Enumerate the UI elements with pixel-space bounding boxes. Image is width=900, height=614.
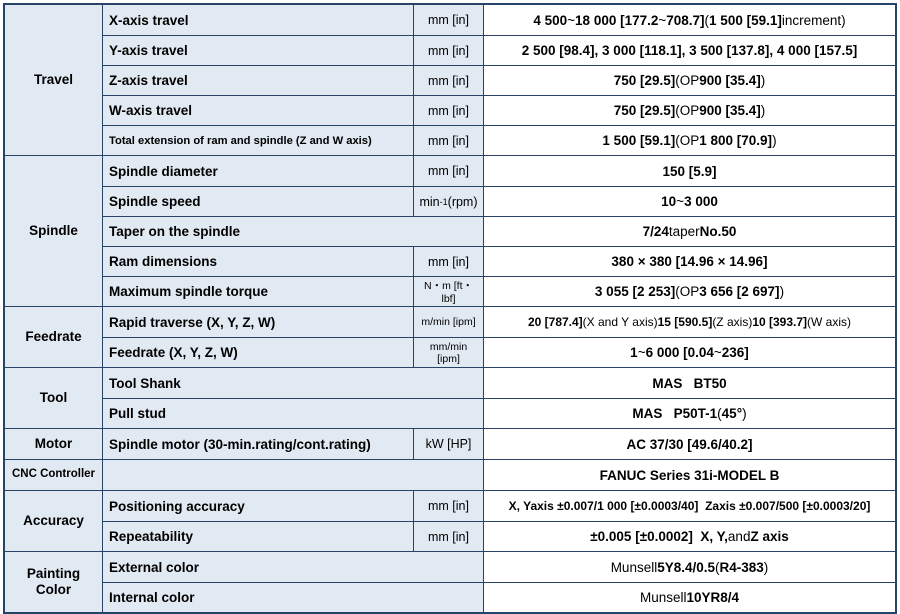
param-label: Ram dimensions — [103, 247, 413, 276]
rows-container: External colorMunsell 5Y8.4/0.5 (R4-383)… — [103, 552, 895, 612]
group-accuracy: AccuracyPositioning accuracymm [in]X, Ya… — [5, 490, 895, 551]
table-row: Spindle speedmin-1 (rpm)10~3 000 — [103, 186, 895, 216]
table-row: Y-axis travelmm [in]2 500 [98.4], 3 000 … — [103, 35, 895, 65]
category-label: CNC Controller — [5, 460, 103, 490]
table-row: Tool ShankMAS BT50 — [103, 368, 895, 398]
value-cell: ±0.005 [±0.0002] X, Y, and Z axis — [483, 522, 895, 551]
value-cell: Munsell 10YR8/4 — [483, 583, 895, 612]
unit-label: mm [in] — [413, 156, 483, 186]
param-label: Maximum spindle torque — [103, 277, 413, 306]
param-label: Repeatability — [103, 522, 413, 551]
group-spindle: SpindleSpindle diametermm [in]150 [5.9]S… — [5, 155, 895, 306]
unit-label: N・m [ft・lbf] — [413, 277, 483, 306]
value-cell: 20 [787.4] (X and Y axis) 15 [590.5] (Z … — [483, 307, 895, 337]
value-cell: 2 500 [98.4], 3 000 [118.1], 3 500 [137.… — [483, 36, 895, 65]
rows-container: Positioning accuracymm [in]X, Yaxis ±0.0… — [103, 491, 895, 551]
param-label: External color — [103, 552, 483, 582]
value-cell: AC 37/30 [49.6/40.2] — [483, 429, 895, 459]
group-cnc-controller: CNC Controller FANUC Series 31i-MODEL B — [5, 459, 895, 490]
rows-container: Spindle diametermm [in]150 [5.9]Spindle … — [103, 156, 895, 306]
category-label: PaintingColor — [5, 552, 103, 612]
param-label: Internal color — [103, 583, 483, 612]
rows-container: X-axis travelmm [in]4 500~18 000 [177.2~… — [103, 5, 895, 155]
table-row: Pull studMAS P50T-1 (45°) — [103, 398, 895, 428]
param-label: Feedrate (X, Y, Z, W) — [103, 338, 413, 367]
param-label: Spindle motor (30-min.rating/cont.rating… — [103, 429, 413, 459]
param-label: Taper on the spindle — [103, 217, 483, 246]
unit-label: min-1 (rpm) — [413, 187, 483, 216]
value-cell: 750 [29.5] (OP 900 [35.4]) — [483, 96, 895, 125]
unit-label: mm [in] — [413, 247, 483, 276]
category-label: Accuracy — [5, 491, 103, 551]
table-row: W-axis travelmm [in]750 [29.5] (OP 900 [… — [103, 95, 895, 125]
category-label: Feedrate — [5, 307, 103, 367]
group-motor: MotorSpindle motor (30-min.rating/cont.r… — [5, 428, 895, 459]
unit-label: kW [HP] — [413, 429, 483, 459]
rows-container: FANUC Series 31i-MODEL B — [103, 460, 895, 490]
rows-container: Tool ShankMAS BT50Pull studMAS P50T-1 (4… — [103, 368, 895, 428]
value-cell: MAS P50T-1 (45°) — [483, 399, 895, 428]
category-label: Travel — [5, 5, 103, 155]
table-row: Ram dimensionsmm [in]380 × 380 [14.96 × … — [103, 246, 895, 276]
value-cell: 1 500 [59.1] (OP 1 800 [70.9]) — [483, 126, 895, 155]
unit-label: mm [in] — [413, 96, 483, 125]
table-row: Positioning accuracymm [in]X, Yaxis ±0.0… — [103, 491, 895, 521]
category-label: Motor — [5, 429, 103, 459]
param-label: W-axis travel — [103, 96, 413, 125]
param-label: Spindle diameter — [103, 156, 413, 186]
group-tool: ToolTool ShankMAS BT50Pull studMAS P50T-… — [5, 367, 895, 428]
table-row: Z-axis travelmm [in]750 [29.5] (OP 900 [… — [103, 65, 895, 95]
table-row: Maximum spindle torqueN・m [ft・lbf]3 055 … — [103, 276, 895, 306]
param-label: X-axis travel — [103, 5, 413, 35]
param-label: Tool Shank — [103, 368, 483, 398]
value-cell: 7/24 taper No.50 — [483, 217, 895, 246]
unit-label: mm/min [ipm] — [413, 338, 483, 367]
value-cell: 10~3 000 — [483, 187, 895, 216]
value-cell: 3 055 [2 253] (OP 3 656 [2 697]) — [483, 277, 895, 306]
table-row: Rapid traverse (X, Y, Z, W)m/min [ipm]20… — [103, 307, 895, 337]
value-cell: 750 [29.5] (OP 900 [35.4]) — [483, 66, 895, 95]
param-label: Positioning accuracy — [103, 491, 413, 521]
category-label: Tool — [5, 368, 103, 428]
value-cell: 380 × 380 [14.96 × 14.96] — [483, 247, 895, 276]
table-row: Spindle diametermm [in]150 [5.9] — [103, 156, 895, 186]
spec-table: TravelX-axis travelmm [in]4 500~18 000 [… — [3, 3, 897, 614]
param-label: Pull stud — [103, 399, 483, 428]
value-cell: Munsell 5Y8.4/0.5 (R4-383) — [483, 552, 895, 582]
value-cell: X, Yaxis ±0.007/1 000 [±0.0003/40] Zaxis… — [483, 491, 895, 521]
rows-container: Rapid traverse (X, Y, Z, W)m/min [ipm]20… — [103, 307, 895, 367]
value-cell: 1~6 000 [0.04~236] — [483, 338, 895, 367]
unit-label: m/min [ipm] — [413, 307, 483, 337]
table-row: Spindle motor (30-min.rating/cont.rating… — [103, 429, 895, 459]
table-row: Repeatabilitymm [in]±0.005 [±0.0002] X, … — [103, 521, 895, 551]
category-label: Spindle — [5, 156, 103, 306]
unit-label: mm [in] — [413, 522, 483, 551]
value-cell: FANUC Series 31i-MODEL B — [483, 460, 895, 490]
table-row: Total extension of ram and spindle (Z an… — [103, 125, 895, 155]
param-label — [103, 460, 483, 490]
group-feedrate: FeedrateRapid traverse (X, Y, Z, W)m/min… — [5, 306, 895, 367]
unit-label: mm [in] — [413, 491, 483, 521]
group-travel: TravelX-axis travelmm [in]4 500~18 000 [… — [5, 5, 895, 155]
table-row: FANUC Series 31i-MODEL B — [103, 460, 895, 490]
value-cell: MAS BT50 — [483, 368, 895, 398]
value-cell: 150 [5.9] — [483, 156, 895, 186]
param-label: Z-axis travel — [103, 66, 413, 95]
table-row: Internal colorMunsell 10YR8/4 — [103, 582, 895, 612]
table-row: Taper on the spindle7/24 taper No.50 — [103, 216, 895, 246]
unit-label: mm [in] — [413, 36, 483, 65]
param-label: Rapid traverse (X, Y, Z, W) — [103, 307, 413, 337]
rows-container: Spindle motor (30-min.rating/cont.rating… — [103, 429, 895, 459]
group-painting-color: PaintingColorExternal colorMunsell 5Y8.4… — [5, 551, 895, 612]
table-row: External colorMunsell 5Y8.4/0.5 (R4-383) — [103, 552, 895, 582]
unit-label: mm [in] — [413, 5, 483, 35]
param-label: Y-axis travel — [103, 36, 413, 65]
value-cell: 4 500~18 000 [177.2~708.7] (1 500 [59.1]… — [483, 5, 895, 35]
param-label: Spindle speed — [103, 187, 413, 216]
unit-label: mm [in] — [413, 66, 483, 95]
table-row: Feedrate (X, Y, Z, W)mm/min [ipm]1~6 000… — [103, 337, 895, 367]
table-row: X-axis travelmm [in]4 500~18 000 [177.2~… — [103, 5, 895, 35]
param-label: Total extension of ram and spindle (Z an… — [103, 126, 413, 155]
unit-label: mm [in] — [413, 126, 483, 155]
